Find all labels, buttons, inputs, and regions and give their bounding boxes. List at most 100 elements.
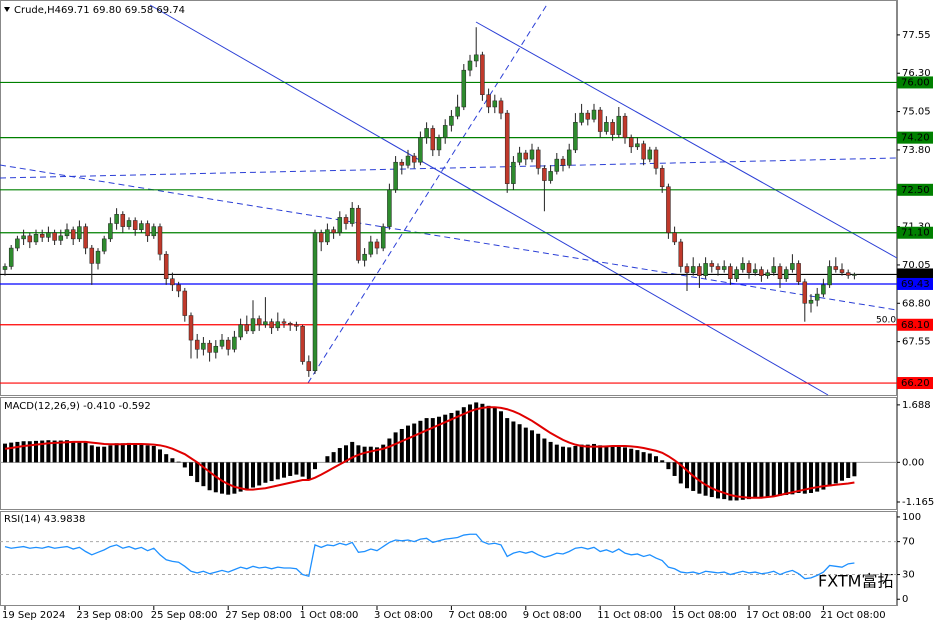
candle-body bbox=[821, 284, 826, 295]
rsi-title: RSI(14) 43.9838 bbox=[4, 514, 85, 525]
candle-body bbox=[833, 266, 839, 270]
candle-body bbox=[430, 128, 436, 151]
macd-bar bbox=[480, 403, 485, 463]
x-tick-label: 1 Oct 08:00 bbox=[300, 610, 359, 621]
macd-bar bbox=[350, 441, 355, 463]
level-label: 68.10 bbox=[901, 320, 930, 331]
candle-body bbox=[52, 232, 57, 241]
macd-bar bbox=[449, 412, 454, 463]
candle-body bbox=[120, 214, 126, 227]
macd-bar bbox=[27, 441, 32, 463]
candle-body bbox=[684, 266, 690, 273]
macd-bar bbox=[176, 461, 181, 463]
macd-bar bbox=[263, 462, 268, 483]
candle-body bbox=[232, 336, 237, 350]
candle-body bbox=[498, 100, 504, 114]
candle-body bbox=[83, 226, 88, 249]
macd-bar bbox=[505, 418, 510, 463]
candle-body bbox=[759, 269, 764, 276]
macd-bar bbox=[3, 443, 7, 463]
y-tick-label: 0 bbox=[902, 594, 908, 605]
candle-body bbox=[659, 168, 665, 187]
candle-body bbox=[101, 238, 107, 252]
candle-body bbox=[597, 109, 603, 132]
candle-body bbox=[39, 234, 45, 238]
x-tick-label: 15 Oct 08:00 bbox=[672, 610, 737, 621]
candle-body bbox=[343, 217, 349, 224]
candle-body bbox=[473, 54, 479, 62]
candle-body bbox=[436, 137, 442, 151]
level-label: 72.50 bbox=[901, 185, 930, 196]
macd-bar bbox=[604, 446, 609, 463]
macd-bar bbox=[747, 462, 751, 500]
ohlc-label: 69.71 69.80 69.58 69.74 bbox=[61, 5, 185, 16]
macd-bar bbox=[89, 445, 94, 463]
macd-bar bbox=[40, 440, 45, 463]
macd-bar bbox=[728, 462, 733, 501]
fib-label: 50.0 bbox=[876, 316, 896, 326]
candle-body bbox=[15, 238, 20, 249]
candle-body bbox=[579, 112, 584, 123]
candle-body bbox=[647, 149, 653, 160]
macd-bar bbox=[654, 456, 658, 463]
x-tick-label: 25 Sep 08:00 bbox=[151, 610, 218, 621]
candle-body bbox=[368, 241, 374, 255]
candle-body bbox=[337, 217, 343, 233]
macd-bar bbox=[275, 462, 280, 480]
x-tick-label: 3 Oct 08:00 bbox=[374, 610, 433, 621]
candle-body bbox=[622, 115, 628, 138]
macd-bar bbox=[34, 440, 38, 463]
candle-body bbox=[418, 137, 423, 163]
macd-bar bbox=[660, 460, 665, 463]
level-tag bbox=[897, 76, 933, 89]
candle-body bbox=[201, 342, 206, 350]
candle-body bbox=[238, 324, 243, 338]
level-label: 69.74 bbox=[901, 269, 930, 280]
macd-bar bbox=[58, 440, 63, 463]
macd-bar bbox=[852, 462, 857, 477]
macd-bar bbox=[313, 462, 317, 470]
x-tick-label: 19 Sep 2024 bbox=[2, 610, 65, 621]
candle-body bbox=[374, 241, 380, 249]
macd-bar bbox=[46, 440, 51, 463]
candle-body bbox=[64, 229, 70, 237]
macd-bar bbox=[251, 462, 255, 488]
candle-body bbox=[616, 115, 622, 135]
macd-bar bbox=[232, 462, 237, 494]
candle-body bbox=[275, 321, 281, 329]
candle-body bbox=[442, 125, 448, 138]
candle-body bbox=[225, 339, 231, 350]
macd-bar bbox=[21, 441, 26, 463]
macd-bar bbox=[158, 449, 162, 463]
y-tick-label: 76.30 bbox=[902, 68, 931, 79]
candle-body bbox=[734, 269, 739, 279]
candle-body bbox=[250, 318, 256, 332]
macd-bar bbox=[127, 442, 131, 463]
y-tick-label: 75.05 bbox=[902, 107, 931, 118]
menu-triangle bbox=[4, 7, 10, 12]
macd-bar bbox=[610, 446, 615, 463]
level-label: 71.10 bbox=[901, 228, 930, 239]
x-tick-label: 17 Oct 08:00 bbox=[746, 610, 811, 621]
y-tick-label: 0.00 bbox=[902, 457, 924, 468]
macd-bar bbox=[623, 447, 627, 463]
macd-bar bbox=[331, 452, 336, 463]
macd-bar bbox=[523, 427, 528, 463]
macd-bar bbox=[108, 445, 113, 463]
candle-body bbox=[852, 274, 857, 276]
x-tick-label: 7 Oct 08:00 bbox=[448, 610, 507, 621]
macd-bar bbox=[740, 462, 745, 500]
chart-title: Crude,H4 bbox=[14, 5, 61, 16]
macd-bar bbox=[96, 446, 100, 463]
macd-bar bbox=[616, 446, 621, 463]
level-label: 76.00 bbox=[901, 77, 930, 88]
candle-body bbox=[126, 220, 132, 227]
macd-bar bbox=[387, 438, 392, 463]
candle-body bbox=[151, 226, 157, 237]
level-tag bbox=[897, 183, 933, 196]
level-label: 66.20 bbox=[901, 378, 930, 389]
macd-bar bbox=[709, 462, 714, 498]
candle-body bbox=[170, 278, 175, 286]
candle-body bbox=[504, 112, 510, 184]
